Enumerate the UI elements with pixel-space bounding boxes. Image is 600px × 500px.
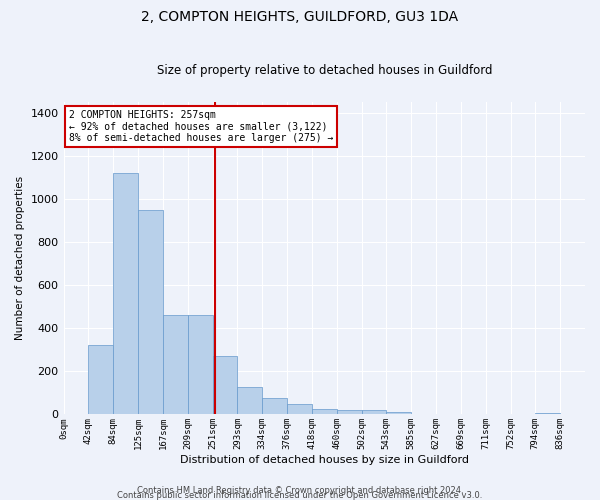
Bar xyxy=(337,410,362,414)
Bar xyxy=(262,398,287,414)
Y-axis label: Number of detached properties: Number of detached properties xyxy=(15,176,25,340)
Bar xyxy=(212,356,238,414)
Bar xyxy=(362,410,386,414)
Bar xyxy=(312,409,337,414)
Title: Size of property relative to detached houses in Guildford: Size of property relative to detached ho… xyxy=(157,64,492,77)
Bar xyxy=(113,173,138,414)
Bar xyxy=(386,412,411,414)
Bar xyxy=(163,315,188,414)
Bar xyxy=(287,404,312,414)
Text: 2 COMPTON HEIGHTS: 257sqm
← 92% of detached houses are smaller (3,122)
8% of sem: 2 COMPTON HEIGHTS: 257sqm ← 92% of detac… xyxy=(69,110,333,143)
Text: Contains public sector information licensed under the Open Government Licence v3: Contains public sector information licen… xyxy=(118,491,482,500)
Text: Contains HM Land Registry data © Crown copyright and database right 2024.: Contains HM Land Registry data © Crown c… xyxy=(137,486,463,495)
X-axis label: Distribution of detached houses by size in Guildford: Distribution of detached houses by size … xyxy=(180,455,469,465)
Bar xyxy=(88,346,113,414)
Text: 2, COMPTON HEIGHTS, GUILDFORD, GU3 1DA: 2, COMPTON HEIGHTS, GUILDFORD, GU3 1DA xyxy=(142,10,458,24)
Bar xyxy=(238,388,262,414)
Bar xyxy=(188,315,212,414)
Bar xyxy=(138,210,163,414)
